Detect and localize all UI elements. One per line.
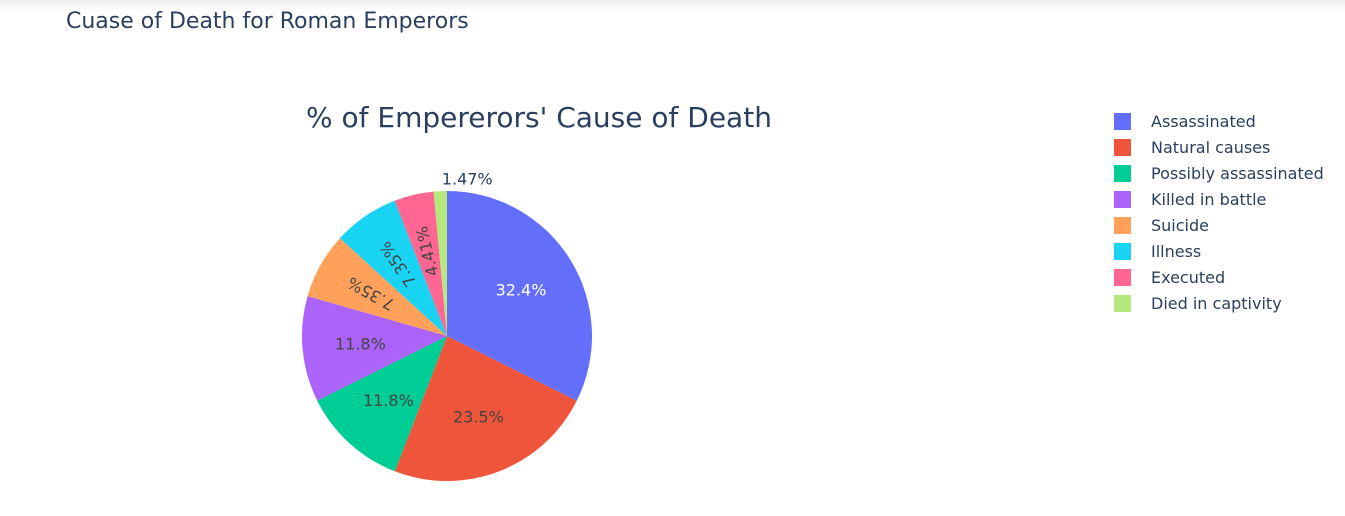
legend-label-suicide: Suicide	[1151, 215, 1209, 235]
pie-slice-suicide[interactable]	[307, 238, 447, 336]
legend-swatch-executed	[1114, 269, 1131, 287]
legend-item-illness[interactable]: Illness	[1114, 238, 1324, 264]
legend-item-killed-in-battle[interactable]: Killed in battle	[1114, 186, 1324, 212]
legend-item-natural-causes[interactable]: Natural causes	[1114, 134, 1324, 160]
legend-swatch-assassinated	[1114, 112, 1131, 130]
legend-swatch-illness	[1114, 243, 1131, 261]
page-title: Cuase of Death for Roman Emperors	[66, 9, 469, 34]
pie-label-possibly-assassinated: 11.8%	[363, 391, 414, 410]
pie-slice-killed-in-battle[interactable]	[302, 296, 447, 401]
legend-label-executed: Executed	[1151, 268, 1226, 288]
pie-slice-executed[interactable]	[394, 191, 447, 336]
legend-item-died-in-captivity[interactable]: Died in captivity	[1114, 291, 1324, 317]
legend-swatch-suicide	[1114, 216, 1131, 234]
pie-slice-possibly-assassinated[interactable]	[317, 336, 447, 472]
legend-item-suicide[interactable]: Suicide	[1114, 212, 1324, 238]
legend-label-illness: Illness	[1151, 242, 1202, 262]
pie-label-assassinated: 32.4%	[496, 281, 547, 300]
pie-slices	[302, 191, 592, 482]
pie-slice-natural-causes[interactable]	[394, 336, 577, 482]
legend: Assassinated Natural causes Possibly assas…	[1114, 108, 1324, 317]
legend-swatch-killed-in-battle	[1114, 190, 1131, 208]
chart-title: % of Empererors' Cause of Death	[306, 101, 772, 134]
legend-swatch-natural-causes	[1114, 138, 1131, 156]
legend-label-killed-in-battle: Killed in battle	[1151, 189, 1267, 209]
pie-label-died-in-captivity: 1.47%	[442, 170, 493, 189]
pie-slice-assassinated[interactable]	[447, 191, 592, 401]
pie-slice-died-in-captivity[interactable]	[433, 191, 447, 336]
pie-slice-illness[interactable]	[339, 200, 447, 336]
legend-swatch-possibly-assassinated	[1114, 164, 1131, 182]
legend-label-natural-causes: Natural causes	[1151, 137, 1271, 157]
legend-item-possibly-assassinated[interactable]: Possibly assassinated	[1114, 160, 1324, 186]
pie-label-killed-in-battle: 11.8%	[335, 335, 386, 354]
top-shadow	[0, 0, 1345, 12]
legend-label-assassinated: Assassinated	[1151, 111, 1256, 131]
pie-label-natural-causes: 23.5%	[453, 408, 504, 427]
legend-item-executed[interactable]: Executed	[1114, 265, 1324, 291]
legend-label-died-in-captivity: Died in captivity	[1151, 294, 1282, 314]
legend-label-possibly-assassinated: Possibly assassinated	[1151, 163, 1324, 183]
legend-swatch-died-in-captivity	[1114, 295, 1131, 313]
legend-item-assassinated[interactable]: Assassinated	[1114, 108, 1324, 134]
